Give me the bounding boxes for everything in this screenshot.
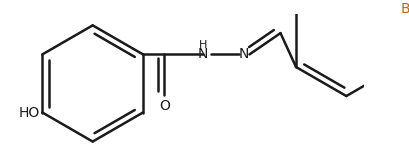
Text: O: O	[158, 99, 169, 113]
Text: H: H	[198, 40, 207, 50]
Text: N: N	[238, 47, 248, 61]
Text: HO: HO	[18, 106, 39, 120]
Text: N: N	[198, 47, 208, 61]
Text: Br: Br	[400, 2, 409, 16]
